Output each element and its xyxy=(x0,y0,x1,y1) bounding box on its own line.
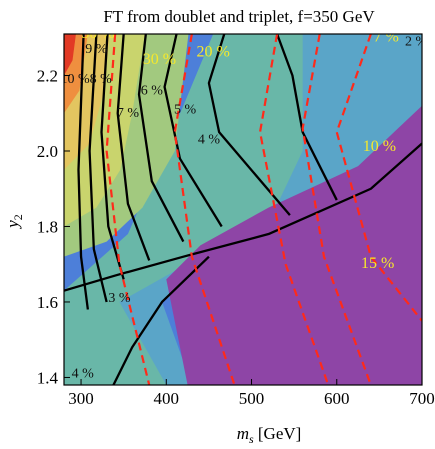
black-contour-1 xyxy=(88,34,108,303)
y-tick-label-2: 1.8 xyxy=(37,217,58,236)
black-contour-2 xyxy=(100,34,125,280)
x-axis-label-main: m xyxy=(237,424,249,443)
black-contour-lines xyxy=(64,34,422,385)
black-contour-9 xyxy=(112,255,210,385)
contour-labels: 9 %10 % 8 %7 %6 %5 %4 %3 %4 %2 %30 %30 % 2… xyxy=(60,25,428,381)
x-tick-label-0: 300 xyxy=(68,389,94,408)
black-contour-0 xyxy=(77,34,90,310)
x-tick-label-2: 500 xyxy=(239,389,265,408)
y-axis-ticks: 1.4 1.6 1.8 2.0 2.2 xyxy=(37,67,70,387)
black-contour-4 xyxy=(137,34,185,243)
red-dashed-contour-lines xyxy=(105,34,422,385)
x-axis-label-unit: [GeV] xyxy=(254,424,302,443)
y-axis-label-sub: 2 xyxy=(11,214,25,220)
contour-label-11: 30 % xyxy=(143,51,176,68)
contour-label-8: 4 % xyxy=(72,366,95,381)
black-contour-7 xyxy=(64,142,422,292)
contour-label-4: 6 % xyxy=(141,83,164,98)
black-contour-5 xyxy=(163,34,223,228)
contour-label-15: 15 % xyxy=(361,255,394,272)
red-dashed-contour-3 xyxy=(335,34,422,322)
red-dashed-contour-4 xyxy=(301,34,372,385)
region-teal xyxy=(64,34,303,385)
x-tick-label-3: 600 xyxy=(324,389,350,408)
contour-label-13: 7 % xyxy=(374,29,399,46)
y-axis-label: y2 xyxy=(3,214,25,230)
red-dashed-contour-1 xyxy=(173,34,236,385)
contour-label-9: 2 % xyxy=(405,34,428,49)
black-contour-6 xyxy=(207,34,291,216)
red-dashed-contour-0 xyxy=(105,34,151,385)
contour-label-12: 20 % xyxy=(197,44,230,61)
y-tick-label-3: 2.0 xyxy=(37,142,58,161)
chart-title: FT from doublet and triplet, f=350 GeV xyxy=(103,7,375,26)
contour-label-2: 8 % xyxy=(90,72,113,87)
y-axis-label-main: y xyxy=(3,220,22,230)
contour-label-6: 4 % xyxy=(198,132,221,147)
y-tick-label-1: 1.6 xyxy=(37,293,58,312)
plot-region: 9 %10 % 8 %7 %6 %5 %4 %3 %4 %2 %30 %30 % 2… xyxy=(60,25,428,386)
contour-label-0: 9 % xyxy=(85,42,108,57)
black-contour-8 xyxy=(276,34,338,201)
contour-label-14: 10 % xyxy=(363,138,396,155)
x-axis-label: ms [GeV] xyxy=(237,424,302,446)
y-tick-label-0: 1.4 xyxy=(37,368,59,387)
region-red xyxy=(64,34,76,76)
x-tick-label-1: 400 xyxy=(154,389,180,408)
contour-label-10: 30 % xyxy=(81,25,114,42)
contour-label-7: 3 % xyxy=(108,291,131,306)
contour-label-5: 5 % xyxy=(174,102,197,117)
black-contour-3 xyxy=(116,34,151,261)
y-tick-label-4: 2.2 xyxy=(37,67,58,86)
plot-frame xyxy=(63,33,423,386)
filled-contours xyxy=(64,34,422,385)
x-tick-label-4: 700 xyxy=(409,389,435,408)
region-purple xyxy=(166,105,422,385)
x-axis-label-sub: s xyxy=(249,432,254,446)
contour-label-3: 7 % xyxy=(117,106,140,121)
x-axis-ticks: 300 400 500 600 700 xyxy=(68,379,435,408)
contour-label-1: 10 % xyxy=(60,72,90,87)
